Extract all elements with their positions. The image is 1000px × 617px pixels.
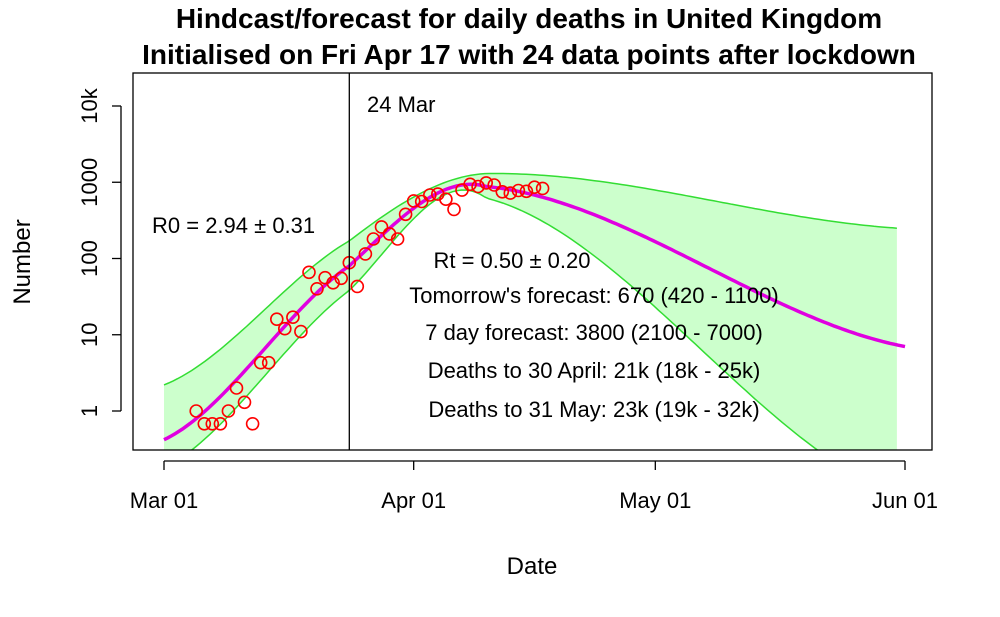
y-axis: 1 10 100 1000 10k	[77, 87, 122, 417]
y-tick-label: 1	[77, 405, 102, 417]
x-tick-label: Mar 01	[130, 488, 198, 513]
observed-point	[439, 192, 453, 206]
observed-point	[374, 220, 389, 234]
observed-point	[197, 416, 212, 431]
chart-subtitle: Initialised on Fri Apr 17 with 24 data p…	[142, 39, 916, 70]
observed-point	[205, 416, 220, 431]
observed-point	[294, 324, 308, 339]
observed-point	[398, 207, 413, 222]
y-tick-label: 10k	[77, 87, 102, 123]
seven-day-forecast: 7 day forecast: 3800 (2100 - 7000)	[425, 320, 763, 345]
observed-point	[229, 381, 244, 395]
deaths-to-april: Deaths to 30 April: 21k (18k - 25k)	[428, 358, 761, 383]
lockdown-label: 24 Mar	[367, 92, 435, 117]
observed-point	[487, 178, 502, 192]
observed-point	[286, 310, 300, 325]
observed-point	[422, 188, 437, 202]
y-tick-label: 1000	[77, 158, 102, 207]
observed-point	[253, 355, 268, 370]
deaths-to-may: Deaths to 31 May: 23k (19k - 32k)	[428, 397, 759, 422]
observed-point	[511, 183, 526, 198]
observed-point	[495, 185, 510, 199]
observed-point	[221, 404, 236, 418]
observed-point	[406, 194, 421, 208]
observed-point	[237, 395, 252, 410]
x-axis-label: Date	[507, 553, 558, 580]
observed-points	[189, 176, 550, 431]
observed-point	[479, 176, 494, 190]
observed-point	[261, 355, 276, 370]
observed-point	[189, 404, 203, 418]
chart-title: Hindcast/forecast for daily deaths in Un…	[176, 3, 882, 34]
observed-point	[390, 232, 405, 246]
observed-point	[326, 275, 340, 290]
observed-point	[447, 202, 461, 217]
observed-point	[350, 279, 365, 294]
r0-annotation: R0 = 2.94 ± 0.31	[152, 213, 315, 238]
rt-annotation: Rt = 0.50 ± 0.20	[433, 248, 590, 273]
x-tick-label: May 01	[619, 488, 691, 513]
plot-frame	[132, 72, 933, 451]
observed-point	[277, 321, 292, 336]
observed-point	[358, 247, 373, 261]
observed-point	[414, 194, 429, 209]
observed-point	[503, 186, 518, 200]
observed-point	[213, 416, 228, 431]
observed-point	[535, 181, 550, 196]
x-axis: Mar 01 Apr 01 May 01 Jun 01	[130, 460, 938, 513]
y-tick-label: 100	[77, 240, 102, 277]
x-tick-label: Jun 01	[872, 488, 938, 513]
observed-point	[245, 416, 260, 431]
observed-point	[334, 271, 349, 286]
uncertainty-band-upper-edge	[163, 172, 897, 386]
uncertainty-band-lower-edge	[190, 189, 819, 450]
y-tick-label: 10	[77, 323, 102, 347]
x-tick-label: Apr 01	[381, 488, 446, 513]
observed-point	[310, 281, 324, 296]
observed-point	[527, 180, 542, 194]
observed-point	[269, 312, 284, 327]
observed-point	[463, 177, 477, 192]
observed-point	[471, 179, 485, 194]
observed-point	[366, 232, 381, 246]
y-axis-label: Number	[9, 219, 36, 304]
observed-point	[519, 184, 534, 199]
tomorrow-forecast: Tomorrow's forecast: 670 (420 - 1100)	[409, 283, 778, 308]
observed-point	[302, 265, 316, 280]
